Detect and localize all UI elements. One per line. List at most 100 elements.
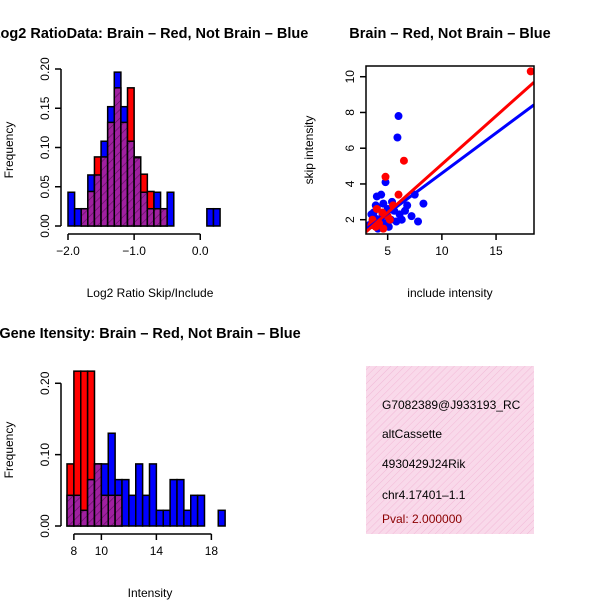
hist-bar-overlap <box>113 87 122 227</box>
hist-bar-blue <box>169 478 178 527</box>
scatter-frame <box>365 65 535 235</box>
hist-bar-blue <box>196 494 206 527</box>
y-tick-label: 0.05 <box>38 175 52 199</box>
info-pval: Pval: 2.000000 <box>382 512 462 526</box>
y-tick-label: 0.15 <box>38 96 52 120</box>
scatter-plot-area: 5 10 15 2 4 6 8 10 <box>343 65 535 258</box>
intensity-histogram-xlabel: Intensity <box>128 586 173 600</box>
hist-bar-overlap <box>100 156 109 227</box>
hist-bar-overlap <box>153 207 162 227</box>
scatter-point-blue <box>419 199 428 208</box>
scatter-ylabel: skip intensity <box>302 116 316 185</box>
hist-bar-overlap <box>87 190 96 227</box>
y-tick-label: 8 <box>343 109 357 116</box>
x-tick-label: 8 <box>71 544 78 558</box>
x-tick-label: 0.0 <box>192 244 209 258</box>
hist-bar-blue <box>135 463 144 527</box>
hist-bar-overlap <box>73 494 82 527</box>
ratio-histogram-title: Log2 RatioData: Brain – Red, Not Brain –… <box>0 26 308 42</box>
scatter-panel: Brain – Red, Not Brain – Blue 5 10 15 2 4 6 8 1… <box>302 26 551 300</box>
scatter-point-blue <box>397 215 406 224</box>
hist-bar-blue <box>212 207 221 227</box>
scatter-point-red <box>381 172 390 181</box>
y-tick-label: 0.20 <box>38 57 52 81</box>
hist-bar-blue <box>141 494 151 527</box>
scatter-point-red <box>379 224 388 233</box>
info-gene-name: 4930429J24Rik <box>382 457 466 471</box>
x-tick-label: 15 <box>489 244 503 258</box>
scatter-point-red <box>526 67 534 76</box>
hist-bar-overlap <box>159 207 168 227</box>
scatter-point-red <box>394 190 403 199</box>
info-panel: G7082389@J933193_RC altCassette 4930429J… <box>366 366 534 534</box>
hist-bar-blue <box>73 207 82 227</box>
info-probe-id: G7082389@J933193_RC <box>382 398 521 412</box>
intensity-histogram-bars <box>66 370 226 527</box>
hist-bar-overlap <box>93 174 102 227</box>
x-tick-label: −1.0 <box>122 244 146 258</box>
ratio-histogram-xlabel: Log2 Ratio Skip/Include <box>87 286 214 300</box>
hist-bar-overlap <box>126 140 135 227</box>
y-tick-label: 2 <box>343 216 357 223</box>
hist-bar-blue <box>155 509 164 527</box>
hist-bar-overlap <box>93 463 103 527</box>
hist-bar-blue <box>190 494 199 527</box>
scatter-point-blue <box>377 190 386 199</box>
x-tick-label: −2.0 <box>56 244 80 258</box>
hist-bar-blue <box>121 478 130 527</box>
y-tick-label: 4 <box>343 180 357 187</box>
hist-bar-blue <box>217 509 226 527</box>
info-event-type: altCassette <box>382 427 442 441</box>
hist-bar-overlap <box>86 478 96 527</box>
x-tick-label: 18 <box>205 544 219 558</box>
y-tick-label: 0.10 <box>38 443 52 467</box>
y-tick-label: 0.00 <box>38 214 52 238</box>
intensity-histogram-panel: Gene Itensity: Brain – Red, Not Brain – … <box>0 326 301 600</box>
ratio-histogram-ylabel: Frequency <box>2 122 16 179</box>
y-tick-label: 6 <box>343 145 357 152</box>
hist-bar-blue <box>206 207 215 227</box>
scatter-title: Brain – Red, Not Brain – Blue <box>349 26 550 42</box>
intensity-histogram-title: Gene Itensity: Brain – Red, Not Brain – … <box>0 326 301 342</box>
hist-bar-overlap <box>146 207 155 227</box>
scatter-marks <box>366 67 534 233</box>
scatter-point-blue <box>407 212 416 221</box>
hist-bar-overlap <box>107 494 116 527</box>
scatter-point-blue <box>394 112 403 121</box>
hist-bar-overlap <box>120 121 129 227</box>
scatter-xlabel: include intensity <box>407 286 492 300</box>
hist-bar-overlap <box>100 494 109 527</box>
hist-bar-blue <box>183 509 192 527</box>
x-tick-label: 10 <box>95 544 109 558</box>
scatter-point-blue <box>393 133 402 142</box>
x-tick-label: 5 <box>384 244 391 258</box>
fit-line-red <box>366 81 534 233</box>
intensity-histogram-ylabel: Frequency <box>2 422 16 479</box>
ratio-histogram-bars <box>67 71 221 227</box>
hist-bar-blue <box>148 463 158 527</box>
hist-bar-overlap <box>80 509 89 527</box>
scatter-point-blue <box>379 199 388 208</box>
hist-bar-overlap <box>114 494 123 527</box>
hist-bar-red <box>80 370 89 527</box>
hist-bar-blue <box>162 509 171 527</box>
hist-bar-overlap <box>106 121 116 227</box>
y-tick-label: 0.00 <box>38 514 52 538</box>
hist-bar-blue <box>176 478 185 527</box>
x-tick-label: 14 <box>150 544 164 558</box>
hist-bar-overlap <box>133 156 142 227</box>
y-tick-label: 0.10 <box>38 135 52 159</box>
y-tick-label: 0.20 <box>38 371 52 395</box>
info-location: chr4.17401–1.1 <box>382 488 466 502</box>
hist-bar-overlap <box>80 207 89 227</box>
hist-bar-blue <box>166 191 175 227</box>
scatter-point-blue <box>403 201 412 210</box>
hist-bar-blue <box>67 191 76 227</box>
x-tick-label: 10 <box>435 244 449 258</box>
ratio-histogram-axes: −2.0 −1.0 0.0 0.00 0.05 0.10 0.15 0.20 <box>38 57 209 258</box>
hist-bar-overlap <box>139 191 149 227</box>
info-panel-background <box>366 366 534 534</box>
hist-bar-blue <box>128 494 137 527</box>
hist-bar-overlap <box>66 494 75 527</box>
